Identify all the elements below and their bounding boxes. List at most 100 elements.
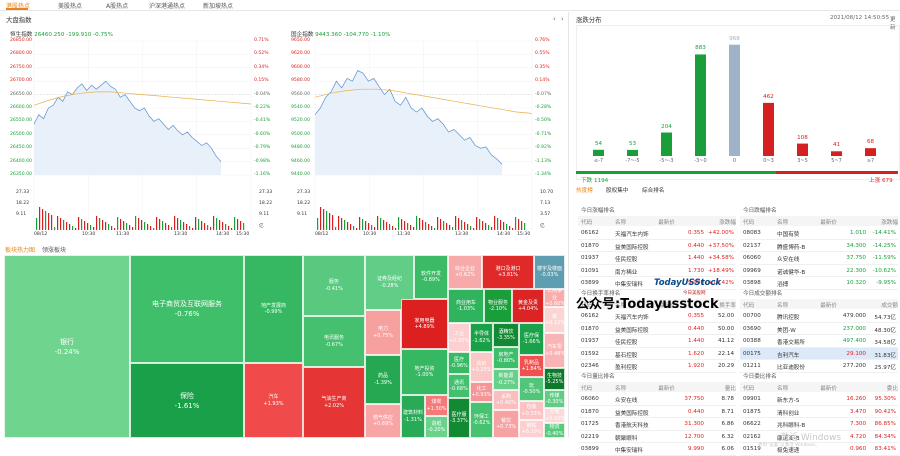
- table-row[interactable]: 08083 中国有赞 1.010 -14.41%: [740, 227, 898, 240]
- table-row[interactable]: 06060 众安在线 37.750 8.78: [578, 393, 736, 406]
- hscei-chart-panel[interactable]: 国企指数 9443.360 -104.770 -1.10% 9650.00 962…: [285, 25, 562, 240]
- sector-change: +0.73%: [495, 424, 517, 430]
- sector-tile[interactable]: 软件开发 -0.89%: [414, 255, 448, 299]
- table-row[interactable]: 03899 中集安瑞科 9.990 6.06: [578, 443, 736, 456]
- sector-tile[interactable]: 汽车 +1.93%: [244, 363, 303, 438]
- sector-tile[interactable]: 保险 -1.61%: [130, 363, 244, 438]
- sector-tile[interactable]: 商业用车 -1.03%: [448, 289, 484, 323]
- tab-composite-rank[interactable]: 综合排名: [642, 188, 665, 194]
- sector-change: -0.41%: [325, 285, 343, 292]
- table-row[interactable]: 01592 基石控股 1.620 22.14: [578, 348, 736, 361]
- table-row[interactable]: 03899 中集安瑞科 9.990 +16.42%: [578, 277, 736, 290]
- sector-tile[interactable]: 玩 -0.50%: [519, 377, 544, 401]
- volume-bar: [75, 228, 77, 230]
- tab-a-share-hot[interactable]: A股热点: [106, 3, 129, 10]
- table-row[interactable]: 06162 天福汽车内饰 0.355 52.00: [578, 310, 736, 323]
- sector-tile[interactable]: 钢铁 +0.20%: [519, 420, 544, 438]
- sector-tile[interactable]: 包装 +0.33%: [519, 401, 544, 420]
- next-arrow-icon[interactable]: ›: [561, 15, 564, 23]
- sector-tile[interactable]: 环保工 -0.62%: [470, 402, 493, 438]
- sector-tile[interactable]: 地产投资 -1.00%: [401, 349, 448, 395]
- sector-tile[interactable]: 公用事业 +0.60%: [544, 289, 565, 307]
- sector-tile[interactable]: 银 +0.12%: [544, 307, 565, 333]
- table-row[interactable]: 06622 兆科眼科-B 7.300 86.85%: [740, 418, 898, 431]
- sector-tile[interactable]: 建筑材料 -1.31%: [401, 395, 425, 438]
- table-row[interactable]: 09901 新东方-S 16.260 95.30%: [740, 393, 898, 406]
- sector-tile[interactable]: 房地产 -0.80%: [493, 347, 519, 369]
- hsi-chart-panel[interactable]: 恒生指数 26460.250 -199.910 -0.75% 26850.00 2…: [4, 25, 281, 240]
- sector-tile[interactable]: 仓储 +0.10%: [544, 408, 565, 423]
- sector-tile[interactable]: 酒精饮 -3.35%: [493, 323, 519, 347]
- table-row[interactable]: 03690 美团-W 237.000 48.30亿: [740, 323, 898, 336]
- heatmap-title[interactable]: 板块热力图: [5, 247, 36, 254]
- table-row[interactable]: 01937 佳民控股 1.440 41.12: [578, 335, 736, 348]
- sector-tile[interactable]: 医疗服 -3.37%: [448, 398, 470, 438]
- table-row[interactable]: 02219 朝聚眼科 12.700 6.32: [578, 431, 736, 444]
- sector-tile[interactable]: 传媒 -0.30%: [544, 390, 565, 408]
- sector-tile[interactable]: 电子商贸及互联网服务 -0.76%: [130, 255, 244, 363]
- dist-bar-value: 883: [695, 45, 706, 52]
- sector-tile[interactable]: 药品 -1.39%: [365, 355, 401, 404]
- sector-tile[interactable]: 纺织 +0.25%: [470, 352, 493, 382]
- tab-us-hot[interactable]: 美股热点: [58, 3, 83, 10]
- table-row[interactable]: 01870 益美国际控股 0.440 50.00: [578, 323, 736, 336]
- sector-tile[interactable]: 气油生产商 +2.02%: [303, 367, 365, 438]
- table-row[interactable]: 01937 佳民控股 1.440 +34.58%: [578, 252, 736, 265]
- sector-tile[interactable]: 电讯服务 -0.67%: [303, 316, 365, 367]
- sector-tile[interactable]: 综合企业 +0.62%: [448, 255, 482, 289]
- sector-tile[interactable]: 餐饮 +0.73%: [493, 410, 519, 438]
- sector-tile[interactable]: 燃气供应 +0.69%: [365, 404, 401, 438]
- stock-metric: 86.85%: [874, 421, 896, 428]
- sector-tile[interactable]: 工业 +0.20%: [448, 323, 470, 352]
- sector-tile[interactable]: 新能源 -0.27%: [493, 369, 519, 390]
- table-row[interactable]: 09969 诺诚健华-B 22.300 -10.62%: [740, 265, 898, 278]
- sector-tile[interactable]: 煤炭 +1.30%: [425, 395, 448, 416]
- sector-tile[interactable]: 家用电器 +4.89%: [401, 299, 448, 349]
- table-row[interactable]: 01870 益美国际控股 0.440 +37.50%: [578, 240, 736, 253]
- sector-tile[interactable]: 港口及港口 +3.81%: [482, 255, 534, 289]
- tab-hk-hot[interactable]: 港股热点: [6, 3, 31, 10]
- sector-tile[interactable]: 地产发展商 -0.99%: [244, 255, 303, 363]
- sector-tile[interactable]: 采购 +0.40%: [493, 390, 519, 410]
- sector-tile[interactable]: 物业服务 -2.10%: [484, 289, 512, 323]
- table-row[interactable]: 06162 天福汽车内饰 0.355 +42.00%: [578, 227, 736, 240]
- tab-sg-hot[interactable]: 新加坡热点: [203, 3, 234, 10]
- table-row[interactable]: 01870 益美国际控股 0.440 8.71: [578, 406, 736, 419]
- sector-tile[interactable]: 医疗 -0.96%: [448, 352, 470, 374]
- sector-tile[interactable]: 物流 -0.40%: [544, 423, 565, 438]
- table-row[interactable]: 01211 比亚迪股份 277.200 25.97亿: [740, 360, 898, 373]
- table-row[interactable]: 03898 滔搏 10.320 -9.95%: [740, 277, 898, 290]
- table-row[interactable]: 00175 吉利汽车 29.100 31.83亿: [740, 347, 898, 361]
- dist-bar-value: 108: [797, 134, 808, 141]
- sector-tile[interactable]: 化工 +0.93%: [470, 382, 493, 402]
- time-label: 08/12: [315, 232, 329, 237]
- heatmap-tab-leading[interactable]: 领涨板块: [42, 247, 67, 254]
- sector-tile[interactable]: 乳制品 +1.84%: [519, 355, 544, 377]
- sector-tile[interactable]: 服务 -0.41%: [303, 255, 365, 316]
- sector-tile[interactable]: 楼宇及楼面 -0.03%: [534, 255, 565, 289]
- table-row[interactable]: 06060 众安在线 37.750 -11.59%: [740, 252, 898, 265]
- sector-tile[interactable]: 通讯 -0.68%: [448, 374, 470, 398]
- tab-connect-hot[interactable]: 沪深港通热点: [149, 3, 186, 10]
- dist-more-link[interactable]: 更新: [890, 17, 896, 31]
- table-row[interactable]: 01875 清科创业 3.470 90.42%: [740, 406, 898, 419]
- table-row[interactable]: 02162 康诺亚-B 4.720 84.34%: [740, 431, 898, 444]
- table-row[interactable]: 00388 香港交易所 497.400 34.58亿: [740, 335, 898, 348]
- table-row[interactable]: 01091 南方稀业 1.730 +18.49%: [578, 265, 736, 278]
- prev-arrow-icon[interactable]: ‹: [553, 15, 556, 23]
- sector-tile[interactable]: 造纸 -0.20%: [425, 416, 448, 438]
- sector-tile[interactable]: 银行 -0.24%: [4, 255, 130, 438]
- table-row[interactable]: 00700 腾讯控股 479.000 54.73亿: [740, 310, 898, 323]
- sector-tile[interactable]: 医疗保 -1.66%: [519, 323, 544, 355]
- tab-hot-rank[interactable]: 热度榜: [576, 188, 593, 194]
- table-row[interactable]: 02137 腾盛博药-B 34.300 -14.25%: [740, 240, 898, 253]
- table-row[interactable]: 01725 香港航天科技 31.300 6.86: [578, 418, 736, 431]
- table-row[interactable]: 02346 盈利控股 1.920 20.29: [578, 360, 736, 373]
- sector-tile[interactable]: 黄金及贵 +4.04%: [512, 289, 544, 323]
- sector-tile[interactable]: 电力 +0.75%: [365, 310, 401, 355]
- sector-tile[interactable]: 半导体 -1.62%: [470, 323, 493, 352]
- sector-tile[interactable]: 生物技 -5.25%: [544, 368, 565, 390]
- sector-tile[interactable]: 汽车零 +0.48%: [544, 333, 565, 368]
- stock-metric: 20.29: [717, 363, 734, 370]
- tab-equity-concentration[interactable]: 股权集中: [606, 188, 629, 194]
